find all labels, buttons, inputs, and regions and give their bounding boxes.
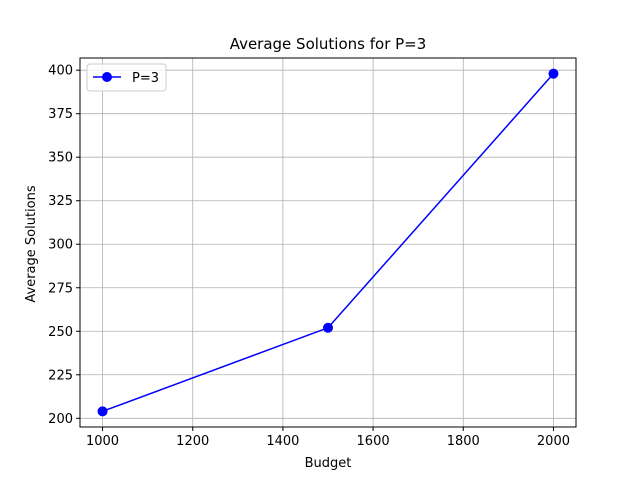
y-tick-label: 250 xyxy=(48,325,73,340)
x-tick-label: 1200 xyxy=(176,434,209,449)
y-tick-label: 200 xyxy=(48,412,73,427)
x-tick-label: 1800 xyxy=(447,434,480,449)
x-tick-label: 1600 xyxy=(357,434,390,449)
grid xyxy=(80,58,576,427)
x-tick-label: 1000 xyxy=(86,434,119,449)
legend: P=3 xyxy=(86,63,167,92)
data-point xyxy=(548,68,559,79)
legend-box xyxy=(86,63,167,92)
plot-frame xyxy=(79,57,577,428)
y-tick-label: 275 xyxy=(48,281,73,296)
y-tick-label: 350 xyxy=(48,151,73,166)
data-point xyxy=(323,322,333,333)
legend-marker-swatch xyxy=(102,72,112,82)
y-tick-label: 375 xyxy=(48,107,73,122)
data-point xyxy=(97,406,108,417)
x-tick-label: 1400 xyxy=(266,434,299,449)
x-tick-label: 2000 xyxy=(537,434,570,449)
y-axis-label: Average Solutions xyxy=(24,185,39,302)
series-layer xyxy=(97,68,559,417)
axis-ticks: 1000 1200 1400 1600 1800 2000 200 225 250 275 300 3… xyxy=(48,64,570,449)
legend-label: P=3 xyxy=(132,71,159,86)
y-tick-label: 400 xyxy=(48,64,73,79)
y-tick-label: 225 xyxy=(48,368,73,383)
y-tick-label: 300 xyxy=(48,238,73,253)
y-tick-label: 325 xyxy=(48,194,73,209)
chart-title: Average Solutions for P=3 xyxy=(230,35,427,53)
x-axis-label: Budget xyxy=(305,456,352,471)
